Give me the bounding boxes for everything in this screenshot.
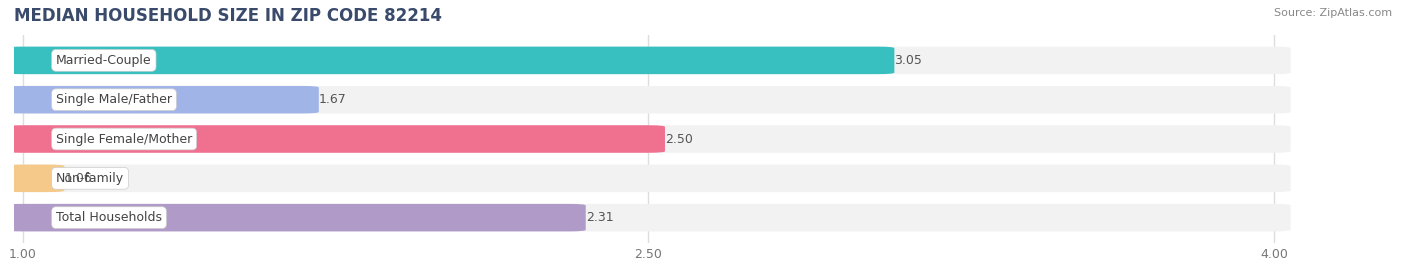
FancyBboxPatch shape (6, 165, 1291, 192)
Text: 1.06: 1.06 (65, 172, 93, 185)
Text: Single Male/Father: Single Male/Father (56, 93, 172, 106)
FancyBboxPatch shape (6, 125, 1291, 153)
Text: 2.31: 2.31 (586, 211, 613, 224)
Text: Source: ZipAtlas.com: Source: ZipAtlas.com (1274, 8, 1392, 18)
FancyBboxPatch shape (6, 86, 1291, 113)
Text: Total Households: Total Households (56, 211, 162, 224)
FancyBboxPatch shape (6, 47, 1291, 74)
Text: 3.05: 3.05 (894, 54, 922, 67)
FancyBboxPatch shape (6, 165, 65, 192)
Text: Married-Couple: Married-Couple (56, 54, 152, 67)
Text: Non-family: Non-family (56, 172, 124, 185)
FancyBboxPatch shape (6, 86, 319, 113)
Text: 2.50: 2.50 (665, 132, 693, 146)
FancyBboxPatch shape (6, 204, 586, 231)
Text: Single Female/Mother: Single Female/Mother (56, 132, 193, 146)
FancyBboxPatch shape (6, 47, 894, 74)
Text: 1.67: 1.67 (319, 93, 346, 106)
Text: MEDIAN HOUSEHOLD SIZE IN ZIP CODE 82214: MEDIAN HOUSEHOLD SIZE IN ZIP CODE 82214 (14, 7, 443, 25)
FancyBboxPatch shape (6, 204, 1291, 231)
FancyBboxPatch shape (6, 125, 665, 153)
